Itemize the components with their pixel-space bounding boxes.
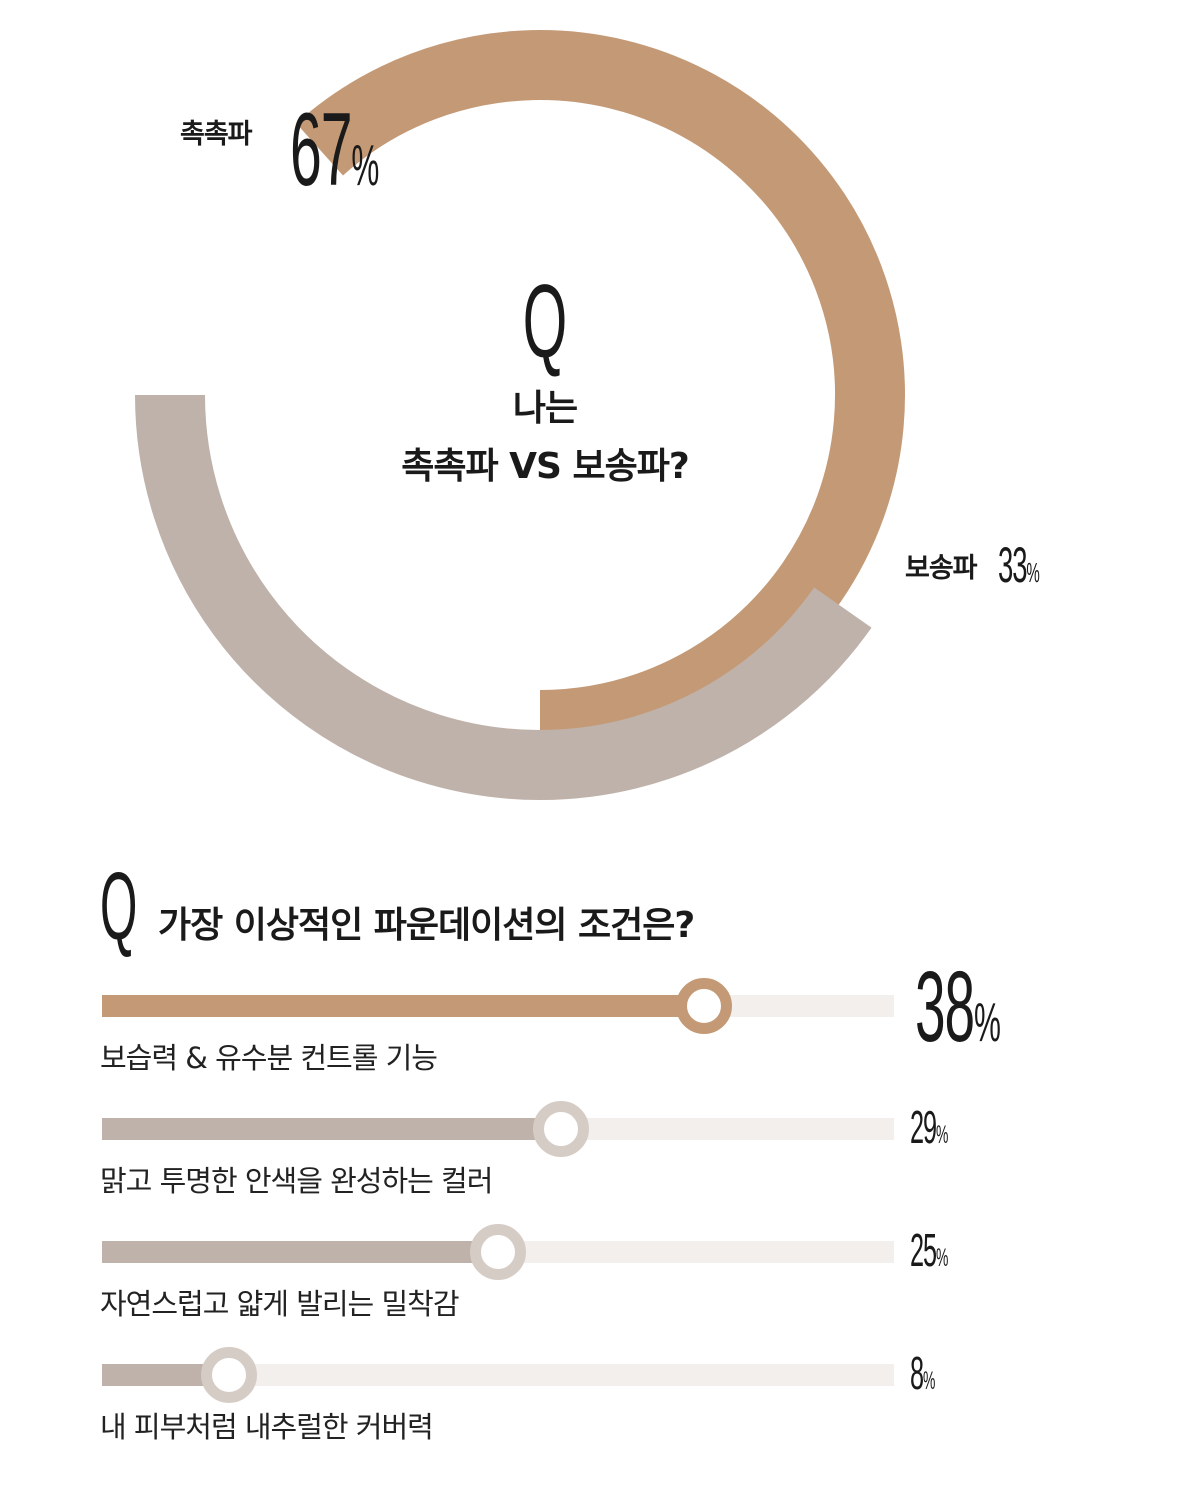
slice-value-chokchok: 67% — [290, 92, 379, 208]
bar-value-percent: % — [935, 1244, 948, 1272]
bar-value-percent: % — [935, 1121, 948, 1149]
bar-label: 자연스럽고 얇게 발리는 밀착감 — [100, 1287, 459, 1321]
donut-slice-bosong — [135, 394, 872, 800]
donut-title-line-2: 촉촉파 VS 보송파? — [401, 446, 689, 487]
donut-chart — [135, 30, 905, 800]
bar-chart-title: 가장 이상적인 파운데이션의 조건은? — [158, 905, 695, 946]
bar-fill — [102, 1241, 498, 1263]
bar-item: 자연스럽고 얇게 발리는 밀착감 25% — [100, 1224, 1100, 1361]
bar-value-number: 29 — [910, 1101, 937, 1153]
donut-title: 나는 촉촉파 VS 보송파? — [345, 380, 745, 496]
bar-item: 맑고 투명한 안색을 완성하는 컬러 29% — [100, 1101, 1100, 1238]
bar-value-percent: % — [922, 1367, 935, 1395]
bar-label: 맑고 투명한 안색을 완성하는 컬러 — [100, 1164, 493, 1198]
bar-knob — [201, 1347, 257, 1403]
bar-item: 보습력 & 유수분 컨트롤 기능 38% — [100, 957, 1100, 1115]
donut-title-line-1: 나는 — [512, 388, 578, 429]
slice-label-chokchok: 촉촉파 — [180, 119, 253, 150]
bar-knob — [676, 978, 732, 1034]
bar-value-percent: % — [973, 991, 1001, 1053]
bar-value: 29% — [910, 1101, 948, 1153]
slice-label-bosong: 보송파 — [905, 553, 978, 584]
bar-fill — [102, 995, 704, 1017]
bar-value: 8% — [910, 1347, 935, 1399]
bar-label: 내 피부처럼 내추럴한 커버력 — [100, 1410, 434, 1444]
bar-value-number: 25 — [910, 1224, 937, 1276]
bar-fill — [102, 1118, 561, 1140]
bar-value: 25% — [910, 1224, 948, 1276]
bar-knob — [533, 1101, 589, 1157]
donut-slice-chokchok — [296, 30, 905, 760]
bar-track — [102, 1364, 894, 1386]
bar-label: 보습력 & 유수분 컨트롤 기능 — [100, 1041, 438, 1075]
donut-question-mark: Q — [522, 264, 568, 380]
bar-item: 내 피부처럼 내추럴한 커버력 8% — [100, 1347, 1100, 1484]
slice-value-bosong: 33% — [998, 537, 1040, 593]
bar-value: 38% — [915, 957, 1001, 1057]
bar-value-number: 8 — [910, 1347, 924, 1399]
bar-fill — [102, 1364, 229, 1386]
bar-knob — [470, 1224, 526, 1280]
bar-value-number: 38 — [915, 951, 975, 1063]
bar-question-mark: Q — [100, 853, 138, 960]
